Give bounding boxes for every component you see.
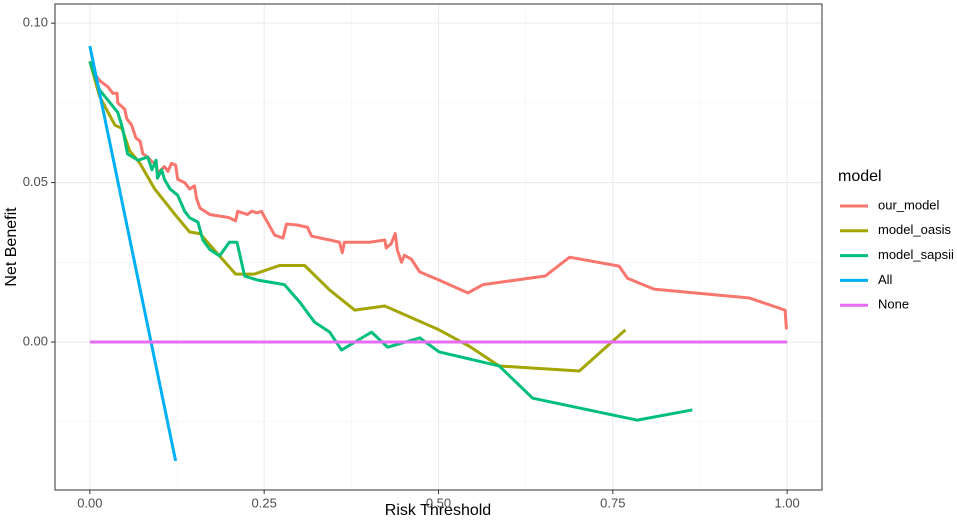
legend-label: None	[878, 297, 909, 312]
legend-title: model	[838, 168, 882, 185]
x-tick-label: 0.25	[252, 495, 277, 510]
legend-label: model_sapsii	[878, 247, 954, 262]
legend-label: All	[878, 272, 893, 287]
y-axis-title: Net Benefit	[3, 207, 20, 287]
series-line	[88, 60, 788, 330]
y-tick-label: 0.00	[23, 333, 48, 348]
legend-label: our_model	[878, 197, 940, 212]
y-tick-label: 0.05	[23, 174, 48, 189]
x-tick-label: 0.75	[600, 495, 625, 510]
x-tick-label: 0.00	[77, 495, 102, 510]
panel-border	[54, 3, 823, 491]
series-line	[88, 60, 693, 422]
x-tick-label: 1.00	[774, 495, 799, 510]
series-line	[88, 60, 627, 373]
x-tick-label: 0.50	[426, 495, 451, 510]
y-tick-label: 0.10	[23, 15, 48, 30]
legend-label: model_oasis	[878, 222, 951, 237]
series-line	[88, 45, 178, 462]
x-axis-title: Risk Threshold	[385, 502, 491, 519]
